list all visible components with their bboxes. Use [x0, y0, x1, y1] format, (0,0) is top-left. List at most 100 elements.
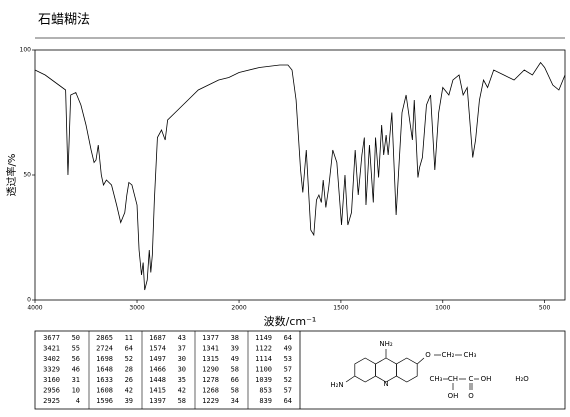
peak-transmittance: 58	[178, 397, 186, 405]
peak-wavenumber: 1448	[149, 376, 166, 384]
peak-wavenumber: 1290	[202, 366, 219, 374]
peak-transmittance: 30	[178, 366, 186, 374]
spectrum-line	[34, 61, 566, 291]
ring	[375, 357, 397, 383]
peak-wavenumber: 3160	[43, 376, 60, 384]
peak-transmittance: 37	[178, 345, 186, 353]
y-axis-label: 透过率/%	[5, 154, 18, 197]
peak-transmittance: 58	[231, 387, 239, 395]
y-tick-label: 0	[27, 297, 31, 304]
peak-transmittance: 39	[231, 345, 239, 353]
peak-transmittance: 42	[178, 387, 186, 395]
peak-transmittance: 34	[231, 397, 239, 405]
peak-wavenumber: 1574	[149, 345, 166, 353]
peak-wavenumber: 1415	[149, 387, 166, 395]
bond	[345, 375, 355, 383]
x-tick-label: 500	[539, 305, 551, 312]
peak-transmittance: 38	[231, 334, 239, 342]
peak-wavenumber: 1315	[202, 355, 219, 363]
peak-wavenumber: 3329	[43, 366, 60, 374]
structure-label: NH₂	[379, 340, 393, 348]
ring	[396, 357, 418, 383]
peak-transmittance: 11	[125, 334, 133, 342]
peak-transmittance: 42	[125, 387, 133, 395]
peak-transmittance: 35	[178, 376, 186, 384]
peak-wavenumber: 1100	[255, 366, 272, 374]
structure-label: CH₂	[442, 351, 455, 359]
peak-transmittance: 50	[72, 334, 80, 342]
structure-label: C	[469, 375, 474, 383]
peak-wavenumber: 1039	[255, 376, 272, 384]
structure	[345, 349, 479, 390]
peak-transmittance: 52	[284, 376, 292, 384]
x-axis-label: 波数/cm⁻¹	[264, 315, 317, 328]
peak-wavenumber: 1608	[96, 387, 113, 395]
peak-wavenumber: 1466	[149, 366, 166, 374]
peak-transmittance: 57	[284, 387, 292, 395]
peak-transmittance: 43	[178, 334, 186, 342]
peak-wavenumber: 1122	[255, 345, 272, 353]
y-tick-label: 50	[23, 172, 31, 179]
structure-label: CH₃	[464, 351, 477, 359]
peak-transmittance: 30	[178, 355, 186, 363]
peak-transmittance: 64	[284, 397, 292, 405]
peak-transmittance: 64	[284, 334, 292, 342]
plot-frame	[34, 49, 566, 301]
structure-label: N	[383, 380, 388, 388]
peak-transmittance: 64	[125, 345, 133, 353]
x-tick-label: 1000	[435, 305, 450, 312]
peak-wavenumber: 1278	[202, 376, 219, 384]
header-title: 石蜡糊法	[38, 12, 90, 28]
peak-wavenumber: 2956	[43, 387, 60, 395]
structure-label: O	[468, 392, 474, 400]
structure-label: CH₃	[430, 375, 443, 383]
x-tick-label: 2000	[231, 305, 246, 312]
peak-wavenumber: 853	[259, 387, 272, 395]
peak-wavenumber: 1497	[149, 355, 166, 363]
peak-wavenumber: 3677	[43, 334, 60, 342]
peak-wavenumber: 3402	[43, 355, 60, 363]
peak-transmittance: 10	[72, 387, 80, 395]
peak-transmittance: 56	[72, 355, 80, 363]
y-tick-label: 100	[20, 47, 32, 54]
peak-transmittance: 28	[125, 366, 133, 374]
structure-label: OH	[448, 392, 459, 400]
x-tick-label: 4000	[27, 305, 42, 312]
peak-transmittance: 39	[125, 397, 133, 405]
x-tick-label: 1500	[333, 305, 348, 312]
peak-wavenumber: 839	[259, 397, 272, 405]
peak-transmittance: 49	[284, 345, 292, 353]
peak-wavenumber: 3421	[43, 345, 60, 353]
peak-wavenumber: 1596	[96, 397, 113, 405]
peak-wavenumber: 1397	[149, 397, 166, 405]
peak-wavenumber: 1633	[96, 376, 113, 384]
structure-label: CH	[448, 375, 458, 383]
x-tick-label: 3000	[129, 305, 144, 312]
structure-label: H₂N	[330, 381, 343, 389]
peak-transmittance: 49	[231, 355, 239, 363]
peak-wavenumber: 1229	[202, 397, 219, 405]
peak-wavenumber: 1341	[202, 345, 219, 353]
structure-label: O	[425, 351, 431, 359]
peak-transmittance: 26	[125, 376, 133, 384]
peak-transmittance: 31	[72, 376, 80, 384]
structure-label: OH	[481, 375, 492, 383]
peak-transmittance: 66	[231, 376, 239, 384]
peak-transmittance: 53	[284, 355, 292, 363]
peak-transmittance: 52	[125, 355, 133, 363]
bond	[416, 357, 425, 365]
ring	[354, 357, 376, 383]
peak-wavenumber: 2724	[96, 345, 113, 353]
peak-wavenumber: 2925	[43, 397, 60, 405]
peak-wavenumber: 1687	[149, 334, 166, 342]
peak-wavenumber: 1648	[96, 366, 113, 374]
peak-transmittance: 4	[76, 397, 80, 405]
peak-wavenumber: 1268	[202, 387, 219, 395]
peak-transmittance: 58	[231, 366, 239, 374]
peak-wavenumber: 1149	[255, 334, 272, 342]
peak-transmittance: 46	[72, 366, 80, 374]
peak-wavenumber: 1698	[96, 355, 113, 363]
structure-label: H₂O	[515, 375, 529, 383]
peak-wavenumber: 2865	[96, 334, 113, 342]
